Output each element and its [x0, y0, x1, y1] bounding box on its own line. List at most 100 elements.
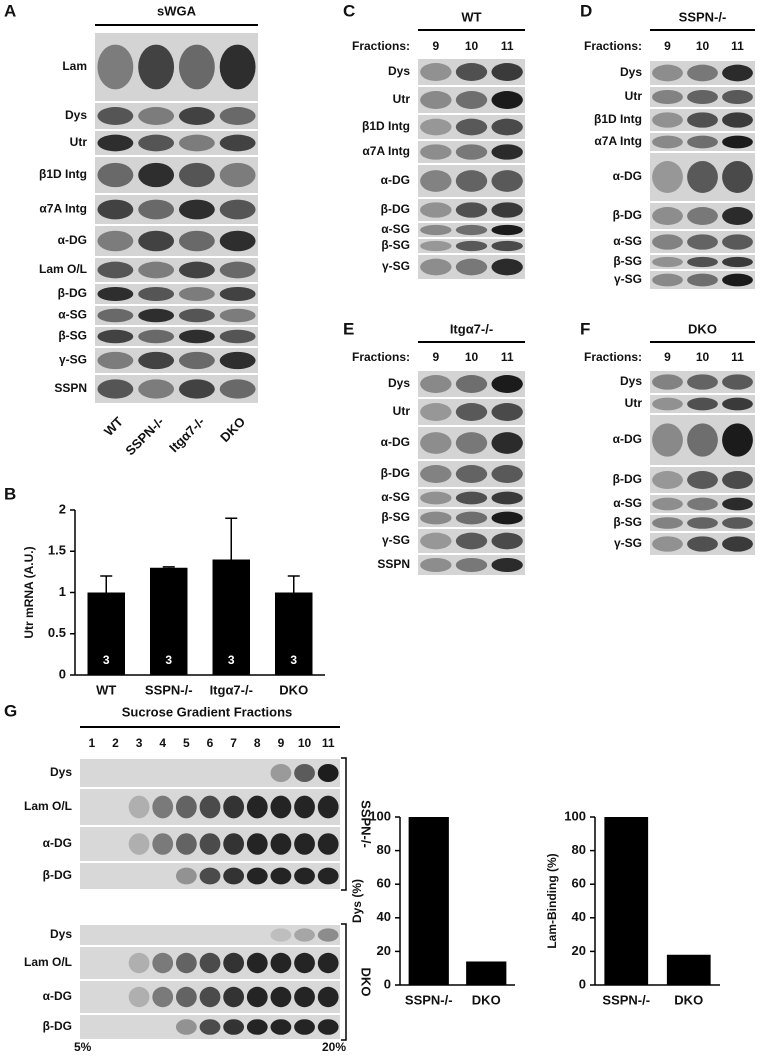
row-label: α-SG: [381, 490, 410, 504]
blot-band: [455, 91, 488, 109]
blot-band: [178, 134, 215, 152]
row-label: β-DG: [58, 286, 87, 300]
x-tick-label: DKO: [279, 682, 308, 697]
blot-band: [178, 286, 215, 302]
blot-band: [223, 986, 245, 1008]
blot-band: [722, 374, 753, 390]
blot-band: [178, 199, 215, 220]
blot-band: [420, 432, 452, 454]
blot-band: [219, 308, 256, 323]
blot-band: [687, 517, 718, 529]
blot-band: [138, 107, 175, 125]
row-label: β-DG: [43, 1019, 72, 1033]
blot-band: [219, 44, 256, 90]
blot-band: [455, 224, 488, 236]
row-label: α-DG: [43, 989, 72, 1003]
blot-band: [491, 224, 523, 236]
blot-band: [219, 329, 256, 344]
row-label: Dys: [620, 65, 642, 79]
group-bracket: [341, 757, 347, 891]
row-label: β-DG: [613, 472, 642, 486]
group-label: SSPN-/-: [359, 800, 374, 848]
blot-band: [652, 256, 683, 268]
row-label: β-SG: [613, 515, 642, 529]
blot-band: [97, 286, 134, 302]
blot-band: [420, 375, 452, 393]
blot-band: [317, 833, 339, 855]
blot-band: [317, 986, 339, 1008]
blot-band: [317, 1019, 339, 1035]
blot-band: [652, 423, 683, 457]
blot-band: [491, 532, 523, 550]
blot-band: [223, 795, 245, 819]
row-label: Dys: [620, 374, 642, 388]
blot-band: [317, 764, 339, 782]
blot-band: [652, 273, 683, 287]
bar: [150, 567, 188, 675]
row-label: Lam O/L: [39, 262, 87, 276]
row-label: β-DG: [381, 466, 410, 480]
y-tick-label: 1.5: [48, 543, 66, 558]
blot-band: [270, 795, 292, 819]
blot-band: [491, 403, 523, 421]
blot-band: [223, 867, 245, 885]
row-label: Lam O/L: [24, 955, 72, 969]
panel-label: C: [343, 1, 355, 20]
blot-band: [455, 403, 488, 421]
blot-band: [420, 532, 452, 550]
blot-band: [455, 170, 488, 192]
blot-band: [219, 134, 256, 152]
blot-band: [270, 986, 292, 1008]
blot-band: [420, 258, 452, 276]
row-label: α7A Intg: [39, 202, 87, 216]
blot-band: [138, 261, 175, 279]
blot-strip: [95, 306, 258, 325]
y-axis-label: Lam-Binding (%): [545, 853, 559, 948]
blot-band: [722, 207, 753, 225]
blot-band: [219, 162, 256, 188]
blot-band: [722, 256, 753, 268]
row-label: Dys: [50, 927, 72, 941]
fraction-number: 10: [298, 736, 312, 750]
blot-band: [97, 162, 134, 188]
row-label: α-DG: [381, 435, 410, 449]
blot-band: [138, 162, 175, 188]
bar-count: 3: [228, 653, 235, 667]
blot-band: [152, 795, 174, 819]
blot-band: [270, 952, 292, 974]
blot-band: [294, 1019, 315, 1035]
y-tick-label: 20: [572, 943, 586, 958]
y-tick-label: 0: [384, 976, 391, 991]
blot-band: [491, 63, 523, 81]
blot-band: [219, 351, 256, 370]
blot-band: [687, 112, 718, 128]
blot-band: [178, 379, 215, 399]
blot-band: [199, 1019, 221, 1035]
y-axis-label: Utr mRNA (A.U.): [22, 546, 36, 638]
y-tick-label: 0: [59, 666, 66, 681]
x-tick-label: SSPN-/-: [405, 992, 453, 1007]
blot-band: [687, 234, 718, 250]
blot-header: Sucrose Gradient Fractions: [122, 704, 293, 719]
blot-band: [687, 497, 718, 511]
blot-band: [491, 258, 523, 276]
row-label: Dys: [388, 376, 410, 390]
row-label: α-SG: [381, 222, 410, 236]
blot-band: [722, 423, 753, 457]
row-label: β-SG: [381, 510, 410, 524]
y-tick-label: 40: [377, 909, 391, 924]
blot-header: WT: [461, 9, 481, 24]
blot-band: [270, 1019, 292, 1035]
fraction-number: 10: [696, 39, 710, 53]
blot-header: SSPN-/-: [679, 9, 727, 24]
blot-band: [246, 867, 268, 885]
blot-band: [455, 511, 488, 525]
blot-band: [687, 89, 718, 105]
blot-band: [178, 230, 215, 252]
error-bar: [287, 575, 300, 593]
row-label: α7A Intg: [362, 144, 410, 158]
column-label: SSPN-/-: [122, 414, 166, 458]
blot-band: [687, 64, 718, 82]
y-tick-label: 0.5: [48, 625, 66, 640]
blot-band: [138, 286, 175, 302]
